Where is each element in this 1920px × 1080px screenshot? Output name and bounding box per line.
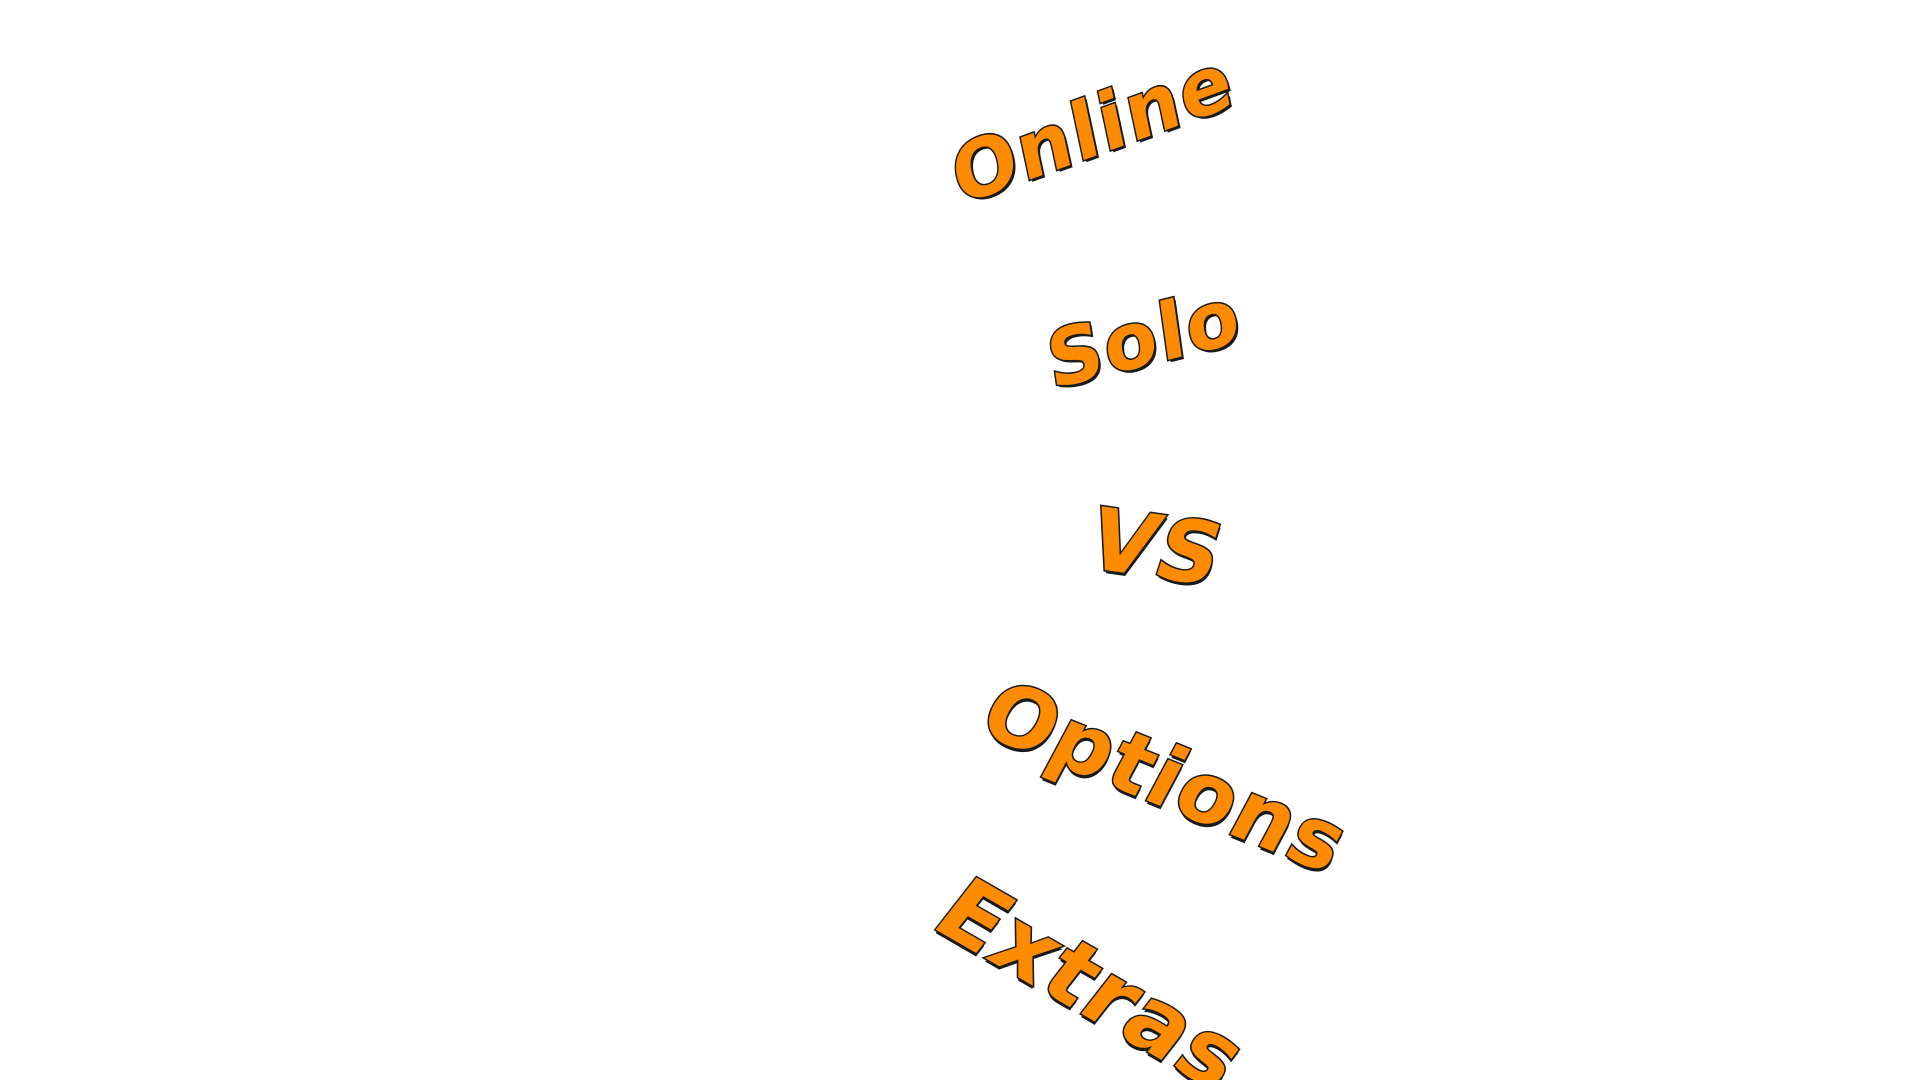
menu-item-online[interactable]: Online xyxy=(943,32,1243,225)
menu-item-solo[interactable]: Solo xyxy=(1040,269,1248,410)
menu-item-vs[interactable]: VS xyxy=(1073,489,1239,607)
menu-item-options[interactable]: Options xyxy=(964,660,1367,893)
menu-item-extras[interactable]: Extras xyxy=(913,858,1270,1080)
